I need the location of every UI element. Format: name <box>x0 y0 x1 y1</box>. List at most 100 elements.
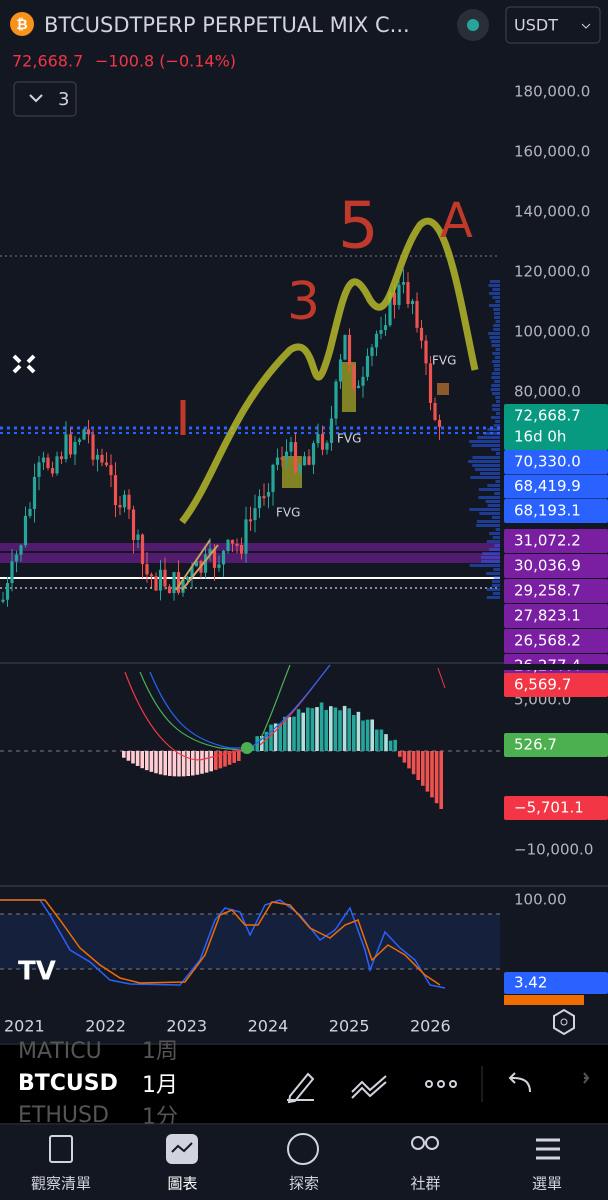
candle-body <box>208 548 212 555</box>
macd-bar <box>204 751 209 773</box>
volume-bar <box>493 308 500 311</box>
interval-option[interactable]: 1周 <box>142 1039 178 1064</box>
indicator-toggle[interactable] <box>13 81 77 117</box>
candle-body <box>401 282 406 285</box>
more-icon <box>437 1080 445 1088</box>
macd-bar <box>255 736 259 751</box>
macd-bar <box>145 751 149 771</box>
volume-bar <box>492 536 500 539</box>
candle-body <box>361 376 365 386</box>
nav-icon <box>411 1136 425 1150</box>
candle-body <box>320 433 325 450</box>
candle-body <box>298 465 302 473</box>
candle-body <box>415 300 419 328</box>
symbol-option[interactable]: MATICU <box>18 1039 102 1064</box>
macd-bar <box>278 723 282 751</box>
macd-bar <box>232 751 236 763</box>
axis-label: 72,668.7 <box>514 407 581 425</box>
draw-tool[interactable] <box>287 1072 315 1104</box>
undo[interactable] <box>508 1072 531 1093</box>
currency-select[interactable] <box>505 6 601 44</box>
volume-bar <box>493 576 500 579</box>
price-tag <box>504 673 608 697</box>
candle-body <box>226 539 230 551</box>
candle-body <box>127 494 131 510</box>
chevron <box>29 94 43 103</box>
zone <box>0 543 500 551</box>
candle-body <box>302 456 307 466</box>
volume-bar <box>494 312 500 315</box>
macd-bar <box>393 739 397 751</box>
macd-bar <box>356 711 361 751</box>
macd-bar <box>264 731 269 751</box>
macd-bar <box>407 751 411 769</box>
volume-bar <box>494 368 500 371</box>
macd-bar <box>186 751 190 777</box>
symbol-title[interactable]: BTCUSDTPERP PERPETUAL MIX C... <box>44 13 410 37</box>
volume-bar <box>493 328 500 331</box>
nav-label[interactable]: 探索 <box>289 1175 319 1193</box>
macd-bar <box>296 709 301 751</box>
volume-bar <box>481 560 500 563</box>
interval-option[interactable]: 1月 <box>142 1073 178 1098</box>
symbol-option[interactable]: BTCUSD <box>18 1071 118 1096</box>
axis-label: 68,193.1 <box>514 502 581 520</box>
candle-body <box>41 457 46 463</box>
candle-body <box>428 363 433 403</box>
redo[interactable] <box>583 1072 590 1084</box>
candle-body <box>284 451 289 459</box>
volume-bar <box>495 420 500 423</box>
macd-bar <box>135 751 140 766</box>
expand-glyph <box>12 354 36 374</box>
macd-bar <box>361 720 365 751</box>
macd-bar <box>384 734 388 751</box>
candle-body <box>1 599 5 602</box>
nav-label[interactable]: 觀察清單 <box>31 1175 91 1193</box>
candle-body <box>244 519 248 554</box>
nav-icon <box>171 1142 193 1153</box>
candle-body <box>86 429 91 435</box>
price-tag <box>504 629 608 653</box>
cover <box>500 664 608 670</box>
macd-bar <box>352 715 356 751</box>
volume-bar <box>495 320 500 323</box>
candle-body <box>46 457 50 469</box>
nav-label[interactable]: 選單 <box>532 1175 562 1193</box>
candle-body <box>68 434 73 455</box>
candle-body <box>433 402 437 420</box>
trend-tool[interactable] <box>351 1075 387 1099</box>
axis-label: 3.42 <box>514 974 547 992</box>
axis-label: 120,000.0 <box>514 263 590 281</box>
settings-icon[interactable] <box>553 1008 575 1036</box>
price-tag <box>504 404 608 450</box>
volume-bar <box>495 348 500 351</box>
volume-bar <box>469 440 500 443</box>
candle-body <box>275 457 280 465</box>
fvg-box <box>437 383 449 395</box>
axis-label: 29,258.7 <box>514 582 581 600</box>
candle-body <box>122 494 127 508</box>
volume-bar <box>486 572 500 575</box>
more-icon <box>449 1080 457 1088</box>
volume-bar <box>494 492 500 495</box>
volume-bar <box>491 516 500 519</box>
volume-bar <box>493 568 500 571</box>
status-dot <box>467 19 479 31</box>
expand-icon[interactable] <box>8 350 40 378</box>
volume-bar <box>487 504 500 507</box>
candle-body <box>10 561 14 584</box>
coin-glyph: ₿ <box>16 17 27 33</box>
macd-bar <box>425 751 430 792</box>
macd-bar <box>195 751 200 775</box>
price-tag <box>504 733 608 757</box>
nav-label[interactable]: 圖表 <box>167 1175 197 1193</box>
more-icon[interactable] <box>425 1080 433 1088</box>
candle-body <box>397 284 401 305</box>
nav-label[interactable]: 社群 <box>410 1175 440 1193</box>
axis-label: 80,000.0 <box>514 383 581 401</box>
candle-body <box>239 545 244 554</box>
candle-body <box>37 462 41 477</box>
candle-body <box>77 439 82 442</box>
axis-label: 2024 <box>248 1017 289 1036</box>
